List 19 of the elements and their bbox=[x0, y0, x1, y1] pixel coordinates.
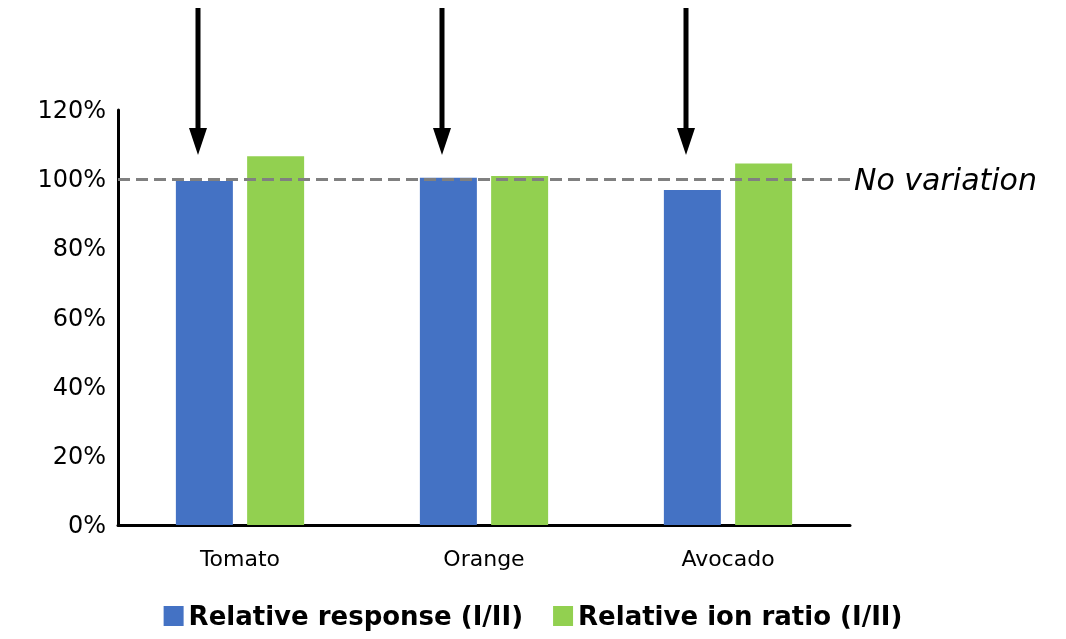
x-tick-label: Orange bbox=[443, 545, 525, 571]
y-tick-label: 40% bbox=[52, 372, 106, 401]
bar bbox=[247, 156, 305, 525]
y-tick-label: 0% bbox=[67, 511, 106, 539]
x-tick-label: Avocado bbox=[681, 545, 775, 571]
y-tick-label: 100% bbox=[37, 165, 106, 194]
bar bbox=[491, 176, 549, 525]
bar bbox=[735, 163, 793, 525]
y-tick-label: 20% bbox=[52, 441, 106, 470]
legend-label: Relative response (I/II) bbox=[188, 601, 524, 631]
ref-line-label: No variation bbox=[854, 161, 1037, 197]
bar bbox=[175, 180, 233, 525]
x-tick-label: Tomato bbox=[198, 545, 281, 571]
legend-label: Relative ion ratio (I/II) bbox=[578, 601, 903, 631]
y-tick-label: 60% bbox=[52, 303, 106, 332]
bar bbox=[419, 177, 477, 525]
bar bbox=[663, 189, 721, 525]
y-tick-label: 80% bbox=[52, 234, 106, 263]
y-tick-label: 120% bbox=[37, 96, 106, 124]
